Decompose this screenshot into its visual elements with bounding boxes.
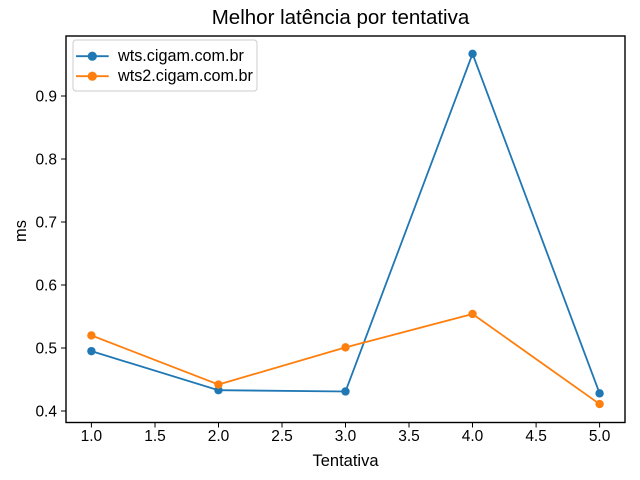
svg-text:3.0: 3.0 — [335, 428, 357, 445]
svg-text:Tentativa: Tentativa — [312, 452, 379, 470]
svg-text:wts.cigam.com.br: wts.cigam.com.br — [117, 47, 245, 65]
svg-text:2.5: 2.5 — [271, 428, 293, 445]
svg-text:4.0: 4.0 — [462, 428, 484, 445]
svg-text:ms: ms — [12, 220, 30, 242]
svg-text:1.0: 1.0 — [81, 428, 103, 445]
svg-text:0.9: 0.9 — [35, 89, 57, 106]
svg-text:0.6: 0.6 — [35, 278, 57, 295]
svg-text:5.0: 5.0 — [589, 428, 611, 445]
svg-text:0.5: 0.5 — [35, 341, 57, 358]
svg-text:3.5: 3.5 — [398, 428, 420, 445]
svg-text:0.7: 0.7 — [35, 215, 57, 232]
svg-text:4.5: 4.5 — [525, 428, 547, 445]
svg-text:0.4: 0.4 — [35, 404, 57, 421]
svg-text:1.5: 1.5 — [144, 428, 166, 445]
svg-text:2.0: 2.0 — [208, 428, 230, 445]
svg-text:Melhor latência por tentativa: Melhor latência por tentativa — [212, 6, 470, 29]
svg-text:0.8: 0.8 — [35, 152, 57, 169]
svg-text:wts2.cigam.com.br: wts2.cigam.com.br — [117, 67, 254, 85]
